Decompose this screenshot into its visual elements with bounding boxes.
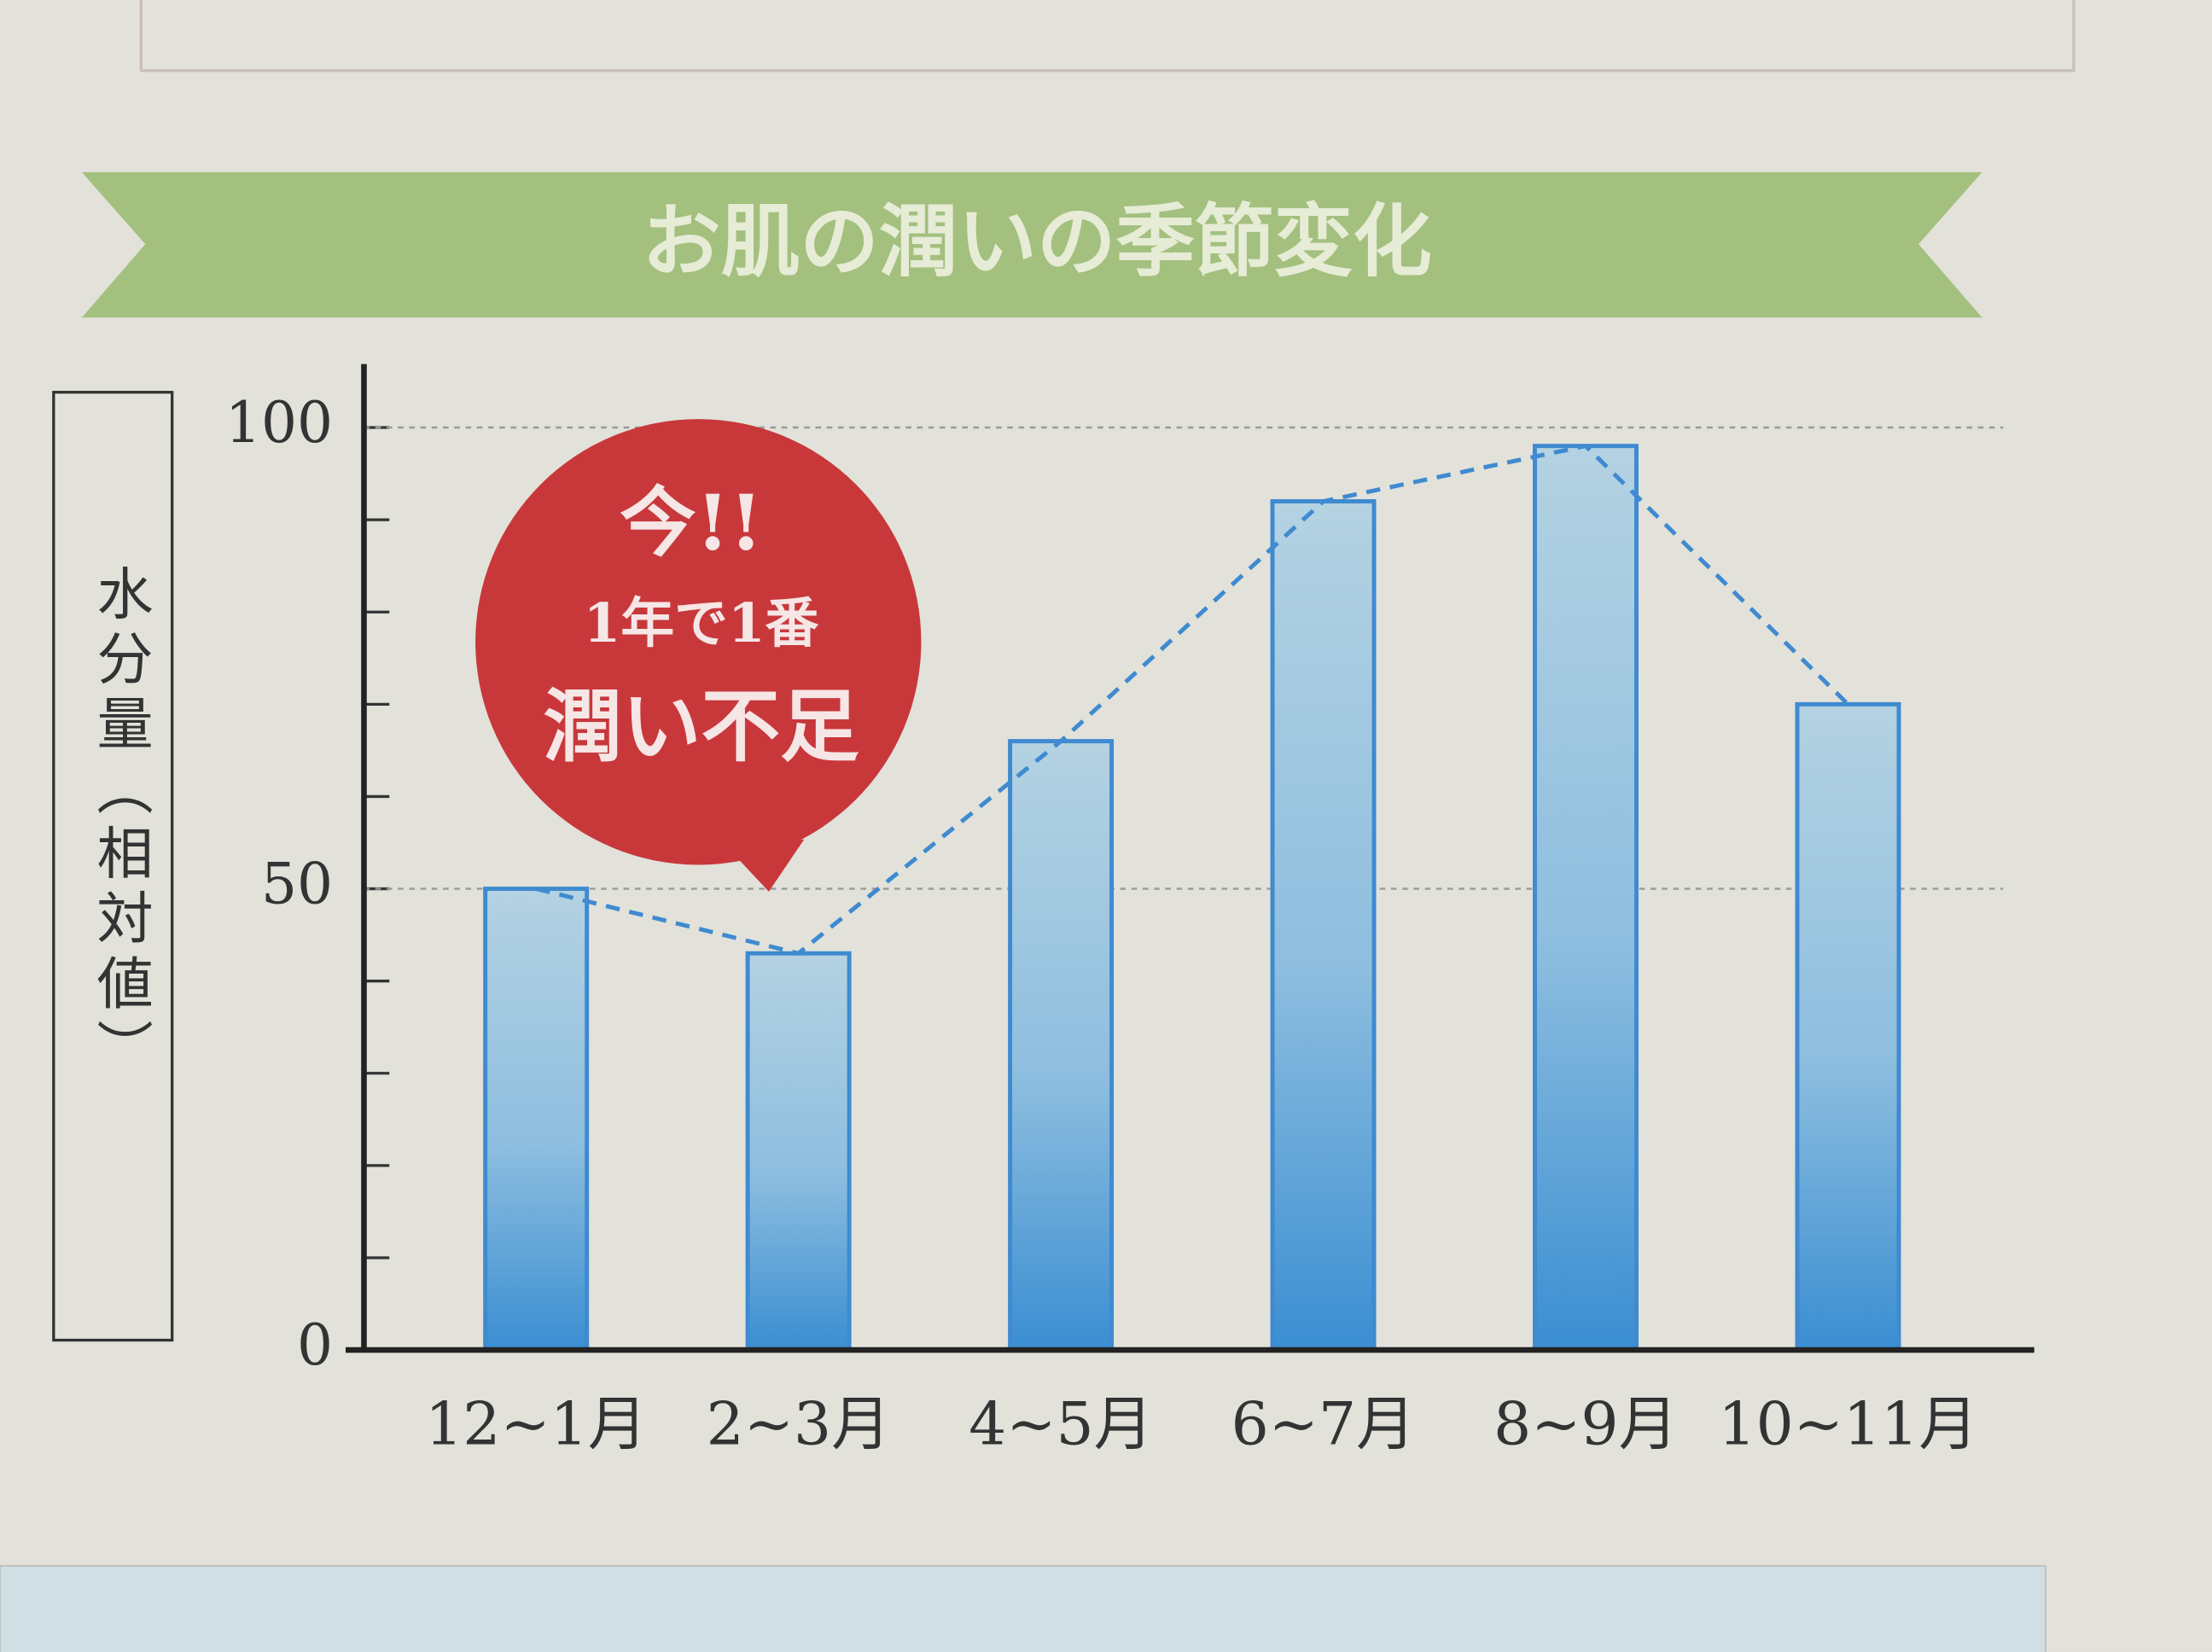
upper-frame	[139, 0, 2075, 73]
x-tick-label: 10~11月	[1718, 1391, 1977, 1459]
annotation-text: 1年で1番	[584, 591, 819, 654]
y-tick-label: 100	[225, 390, 333, 456]
plot: 0 50 100 12~1月 2~3月 4~5月 6~7月 8~9月 10~11月	[225, 364, 2034, 1459]
bar	[1270, 499, 1377, 1352]
title-banner	[81, 172, 1982, 318]
y-tick-label: 0	[297, 1312, 333, 1378]
annotation-head: 今!!	[620, 479, 763, 568]
annotation: 今!! 1年で1番 潤い不足	[475, 419, 922, 892]
annotation-bubble	[475, 419, 922, 865]
bar	[483, 887, 590, 1352]
annotation-text: 潤い不足	[543, 679, 859, 772]
bar	[1008, 739, 1115, 1352]
y-axis-label: 水分量（相対値）	[88, 564, 154, 1083]
x-tick-label: 12~1月	[425, 1391, 647, 1459]
bubble-pointer	[726, 839, 805, 892]
x-tick-label: 4~5月	[969, 1391, 1153, 1459]
x-tick-label: 2~3月	[707, 1391, 891, 1459]
trend-line	[535, 443, 1850, 956]
chart-title: お肌の潤いの季節変化	[642, 195, 1432, 288]
bar	[1533, 444, 1639, 1352]
x-tick-label: 8~9月	[1493, 1391, 1678, 1459]
y-tick-label: 50	[261, 852, 333, 917]
bar	[745, 951, 852, 1352]
lower-panel	[0, 1565, 2046, 1652]
x-tick-label: 6~7月	[1231, 1391, 1416, 1459]
bar	[1795, 701, 1901, 1352]
ylabel-box	[52, 391, 174, 1342]
